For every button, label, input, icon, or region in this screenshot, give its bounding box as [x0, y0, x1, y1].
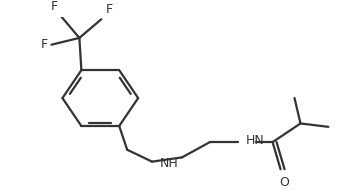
Text: F: F	[105, 3, 112, 16]
Text: O: O	[280, 176, 290, 189]
Text: F: F	[40, 38, 47, 51]
Text: NH: NH	[160, 157, 179, 170]
Text: HN: HN	[246, 134, 265, 147]
Text: F: F	[50, 0, 57, 13]
